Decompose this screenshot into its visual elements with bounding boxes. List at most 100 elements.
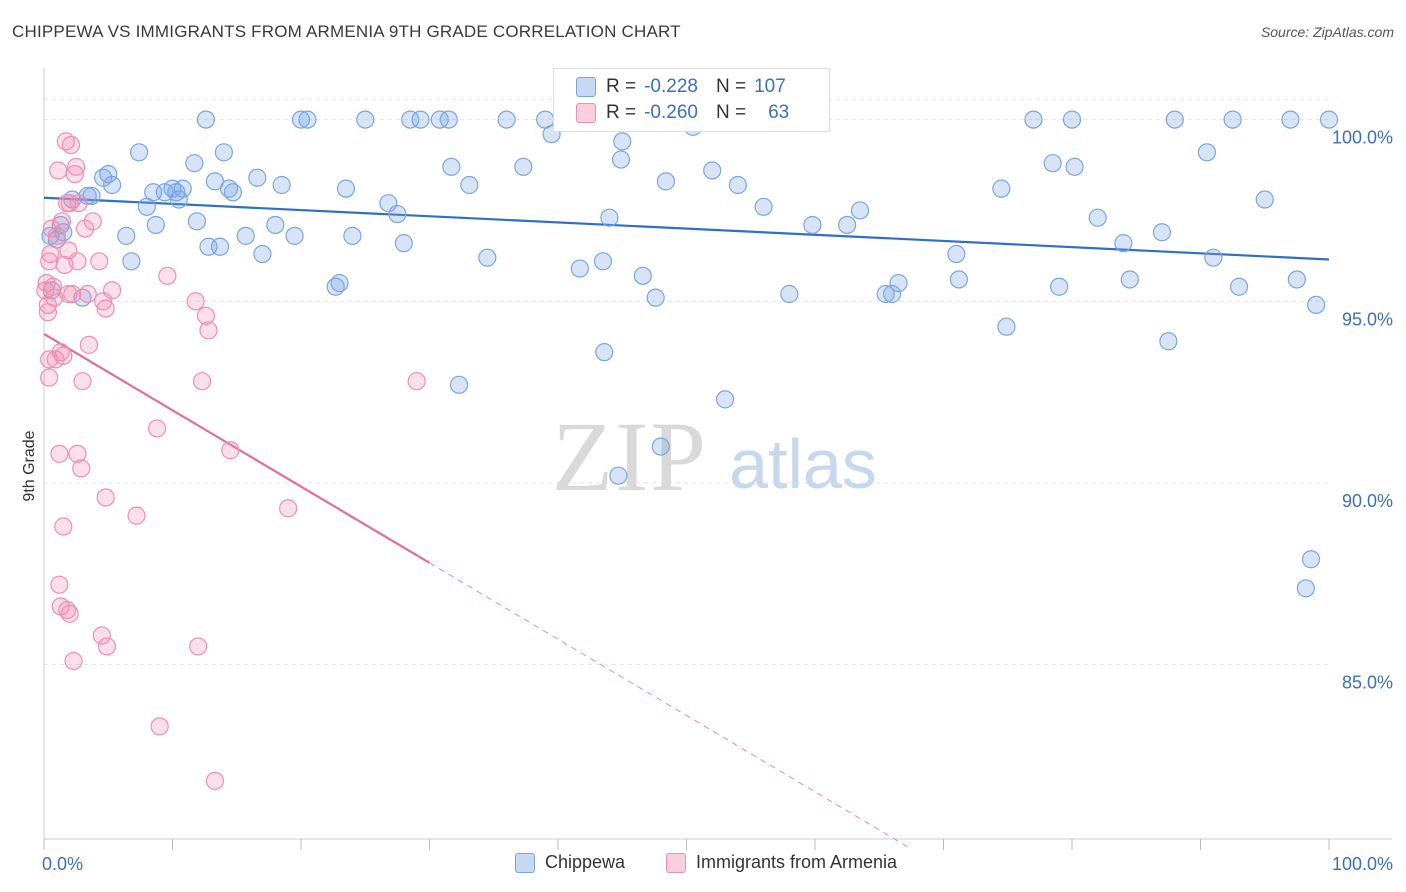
chippewa-point: [1114, 234, 1133, 253]
chippewa-point: [656, 172, 676, 191]
armenia-legend-swatch: [666, 852, 686, 873]
chippewa-point: [1197, 143, 1217, 162]
armenia-point: [97, 637, 117, 656]
chippewa-point: [266, 215, 285, 235]
armenia-point: [158, 266, 177, 285]
data-points: [36, 110, 1339, 790]
correlation-legend: R = -0.228 N = 107 R = -0.260 N = 63: [553, 68, 830, 132]
armenia-point: [50, 444, 69, 463]
chippewa-point: [330, 274, 349, 293]
armenia-point: [192, 372, 212, 391]
chippewa-point: [460, 175, 479, 195]
chippewa-point: [1296, 579, 1315, 598]
armenia-point: [73, 372, 92, 391]
chippewa-point: [595, 343, 614, 362]
chippewa-point: [411, 110, 430, 129]
x-tick-label: 100.0%: [1332, 854, 1393, 874]
armenia-point: [61, 135, 81, 155]
chippewa-point: [715, 390, 735, 409]
armenia-point: [38, 295, 57, 314]
chippewa-point: [298, 110, 317, 129]
armenia-point: [196, 306, 216, 325]
armenia-point: [52, 212, 72, 231]
chippewa-point: [1024, 110, 1043, 129]
armenia-point: [68, 444, 87, 463]
armenia-point: [83, 212, 102, 231]
legend-label-armenia: Immigrants from Armenia: [696, 852, 898, 872]
n-label: N =: [715, 76, 747, 97]
chippewa-point: [949, 270, 969, 289]
chippewa-point: [1159, 332, 1178, 351]
r-value: -0.228: [644, 76, 698, 97]
chippewa-point: [99, 165, 118, 184]
chippewa-point: [336, 179, 356, 198]
chippewa-point: [1287, 270, 1306, 289]
armenia-point: [279, 499, 298, 518]
r-label: R =: [606, 76, 637, 97]
series-legend: Chippewa Immigrants from Armenia: [0, 852, 1406, 878]
armenia-point: [205, 771, 225, 790]
axes: [43, 68, 1392, 850]
chart-title: CHIPPEWA VS IMMIGRANTS FROM ARMENIA 9TH …: [12, 22, 681, 41]
chippewa-point: [497, 110, 516, 129]
chippewa-point: [449, 375, 469, 394]
tick-labels: 100.0% 95.0% 90.0% 85.0% 0.0% 100.0%: [42, 128, 1393, 874]
chippewa-point: [1050, 277, 1069, 296]
chippewa-point: [1223, 110, 1242, 129]
armenia-point: [40, 350, 59, 369]
chippewa-point: [570, 259, 589, 278]
chippewa-point: [1204, 248, 1223, 267]
chippewa-point: [343, 226, 362, 245]
armenia-point: [54, 517, 73, 536]
chippewa-point: [1319, 110, 1339, 129]
chippewa-point: [651, 437, 670, 456]
chippewa-point: [253, 244, 272, 264]
legend-row-armenia: R = -0.260 N = 63: [576, 100, 789, 126]
trend-lines: [43, 196, 1330, 850]
armenia-point: [96, 488, 115, 507]
chippewa-legend-swatch: [515, 852, 535, 873]
chippewa-point: [728, 175, 748, 195]
chippewa-point: [703, 161, 722, 180]
chippewa-point: [613, 132, 632, 151]
armenia-point: [150, 717, 169, 736]
chippewa-point: [876, 284, 895, 304]
chippewa-point: [1229, 277, 1249, 296]
watermark-atlas: atlas: [729, 425, 877, 503]
armenia-point: [40, 368, 59, 387]
armenia-point: [54, 346, 73, 365]
watermark: ZIP atlas: [552, 401, 877, 512]
chippewa-point: [187, 212, 207, 231]
armenia-point: [49, 161, 68, 180]
armenia-point: [221, 441, 240, 460]
chippewa-point: [223, 183, 242, 202]
chippewa-point: [611, 150, 631, 169]
chippewa-point: [1255, 190, 1274, 209]
armenia-point: [78, 284, 97, 304]
chippewa-point: [117, 226, 136, 245]
armenia-point: [63, 284, 82, 304]
chippewa-point: [600, 208, 619, 227]
armenia-point: [92, 626, 111, 645]
legend-item-armenia: Immigrants from Armenia: [666, 852, 897, 873]
armenia-point: [36, 281, 55, 300]
chippewa-point: [1301, 550, 1321, 569]
chippewa-point: [122, 252, 141, 271]
chippewa-point: [1152, 223, 1172, 242]
chippewa-swatch: [576, 77, 596, 97]
chippewa-point: [442, 157, 461, 176]
legend-label-chippewa: Chippewa: [545, 852, 626, 872]
chippewa-point: [169, 190, 189, 209]
chippewa-point: [633, 266, 652, 285]
chippewa-trend-line: [43, 196, 1330, 261]
armenia-point: [40, 252, 59, 271]
armenia-point: [64, 651, 83, 671]
armenia-trend-line: [43, 333, 431, 564]
y-tick-label: 90.0%: [1342, 491, 1393, 511]
y-tick-label: 95.0%: [1342, 309, 1393, 329]
legend-row-chippewa: R = -0.228 N = 107: [576, 74, 786, 100]
armenia-point: [96, 299, 115, 318]
chippewa-point: [478, 248, 497, 267]
chart-source: Source: ZipAtlas.com: [1260, 24, 1394, 40]
